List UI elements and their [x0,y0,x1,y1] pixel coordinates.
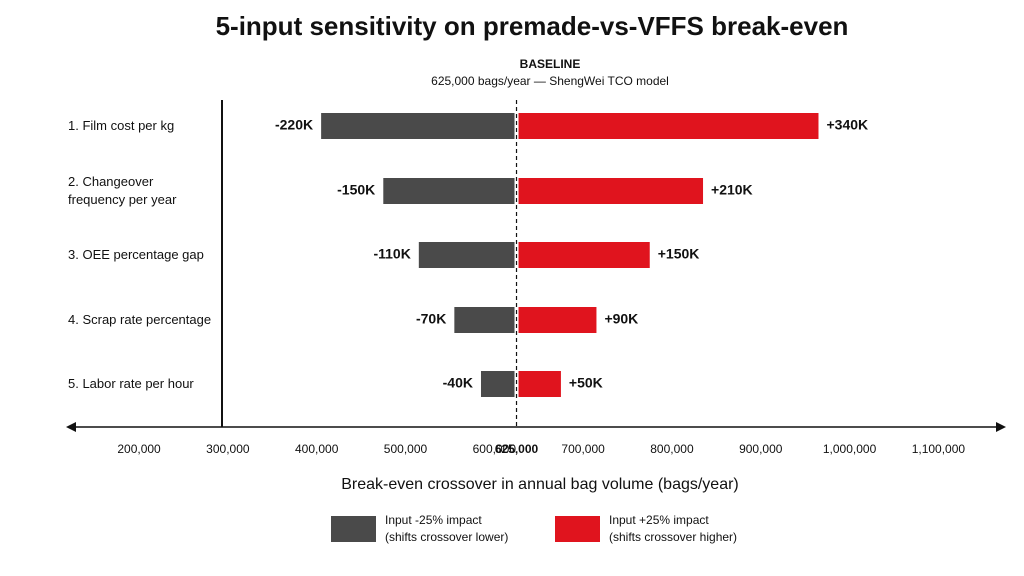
bar [518,178,704,204]
legend-label: Input +25% impact (shifts crossover high… [609,513,738,544]
value-label: +210K [711,182,753,198]
chart-title: 5-input sensitivity on premade-vs-VFFS b… [216,11,849,41]
bar [518,113,819,139]
bar [480,371,515,397]
value-label: +50K [569,375,603,391]
value-label: -220K [275,117,313,133]
x-tick-label: 600,000 [473,442,517,456]
bar [518,307,597,333]
legend-label: Input -25% impact (shifts crossover lowe… [385,513,509,544]
bar [418,242,515,268]
legend-swatch [331,516,376,542]
value-label: -150K [337,182,375,198]
bar [383,178,515,204]
bar [518,242,650,268]
value-label: -40K [443,375,473,391]
x-tick-label: 700,000 [561,442,605,456]
x-tick-label: 1,100,000 [912,442,966,456]
legend-swatch [555,516,600,542]
category-label: 1. Film cost per kg [68,118,175,133]
value-label: +340K [826,117,868,133]
x-tick-label: 400,000 [295,442,339,456]
axis-arrow-left [66,422,76,432]
x-tick-label: 900,000 [739,442,783,456]
x-axis-title: Break-even crossover in annual bag volum… [341,476,739,493]
category-label: 3. OEE percentage gap [68,247,204,262]
baseline-label: BASELINE [520,57,581,71]
x-tick-label: 200,000 [117,442,161,456]
value-label: +150K [658,246,700,262]
value-label: +90K [604,311,638,327]
value-label: -110K [373,246,410,262]
category-label: 4. Scrap rate percentage [68,312,212,327]
x-tick-label: 1,000,000 [823,442,877,456]
axis-arrow-right [996,422,1006,432]
bar [321,113,515,139]
x-tick-label: 625,000 [495,442,539,456]
category-label: 5. Labor rate per hour [68,376,194,391]
bar [518,371,561,397]
category-label: 2. Changeover frequency per year [68,174,177,207]
subtitle: 625,000 bags/year — ShengWei TCO model [431,74,669,88]
x-tick-label: 500,000 [384,442,428,456]
value-label: -70K [416,311,446,327]
bar [454,307,515,333]
x-tick-label: 800,000 [650,442,694,456]
x-tick-label: 300,000 [206,442,250,456]
